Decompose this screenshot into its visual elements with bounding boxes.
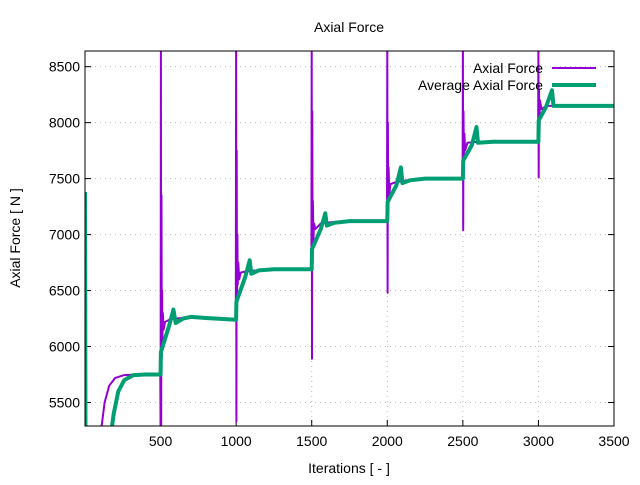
y-axis-label: Axial Force [ N ] xyxy=(7,188,23,288)
x-tick-label: 500 xyxy=(149,433,173,449)
series-line-1 xyxy=(85,88,614,426)
y-tick-label: 7000 xyxy=(49,227,80,243)
y-tick-label: 6500 xyxy=(49,283,80,299)
x-tick-label: 2500 xyxy=(447,433,478,449)
x-axis-label: Iterations [ - ] xyxy=(308,460,390,476)
grid-lines xyxy=(85,51,614,426)
y-tick-label: 5500 xyxy=(49,394,80,410)
axis-ticks: 500 1000 1500 2000 2500 3000 3500 5500 6000 6500 7… xyxy=(49,59,630,449)
legend-label: Axial Force xyxy=(473,60,543,76)
plot-border xyxy=(84,50,615,427)
series-line-0 xyxy=(85,51,614,426)
y-tick-label: 6000 xyxy=(49,339,80,355)
x-tick-label: 3500 xyxy=(598,433,629,449)
x-tick-label: 1500 xyxy=(296,433,327,449)
y-tick-label: 8000 xyxy=(49,115,80,131)
legend-label: Average Axial Force xyxy=(418,77,543,93)
chart-title: Axial Force xyxy=(314,19,384,35)
x-tick-label: 1000 xyxy=(221,433,252,449)
y-tick-label: 8500 xyxy=(49,59,80,75)
x-tick-label: 3000 xyxy=(523,433,554,449)
series-lines xyxy=(85,51,614,426)
y-tick-label: 7500 xyxy=(49,171,80,187)
x-tick-label: 2000 xyxy=(372,433,403,449)
